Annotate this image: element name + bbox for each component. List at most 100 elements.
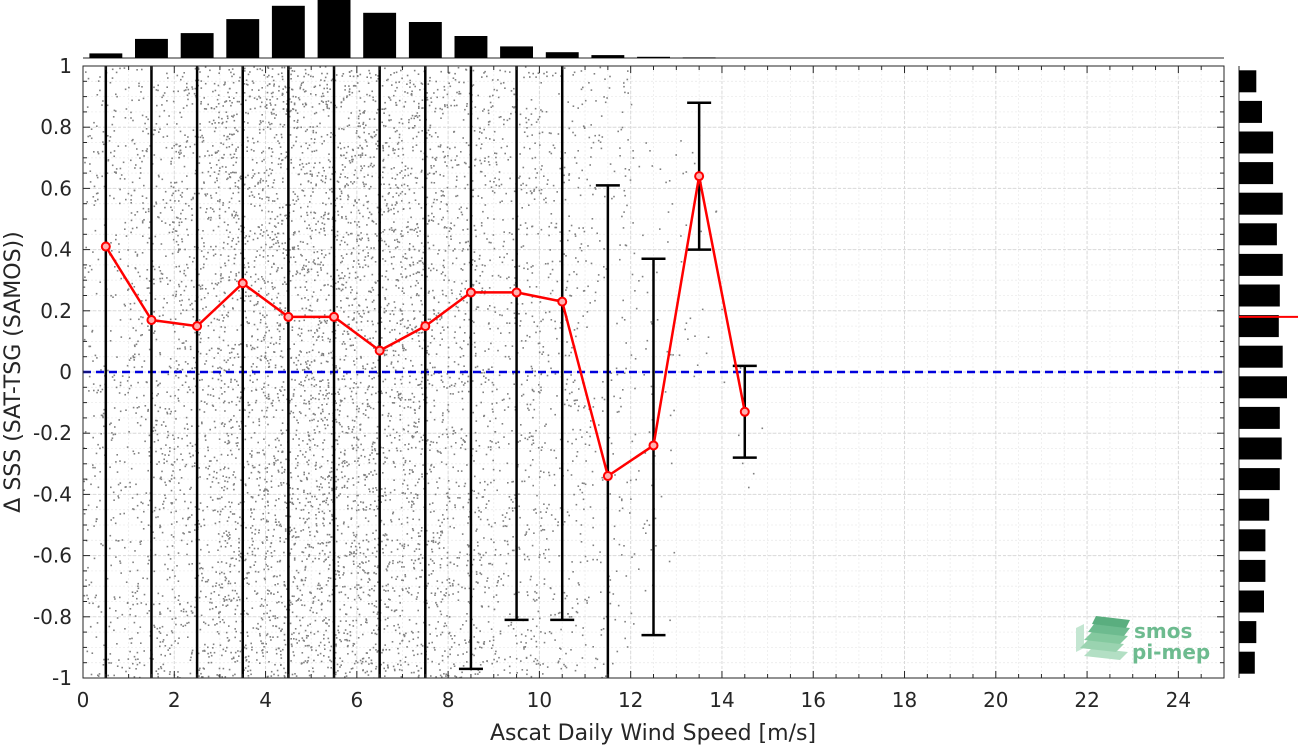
scatter-point <box>312 600 315 603</box>
scatter-point <box>290 410 292 413</box>
scatter-point <box>109 534 112 537</box>
scatter-point <box>182 309 184 311</box>
scatter-point <box>227 236 230 238</box>
scatter-point <box>397 155 400 157</box>
scatter-point <box>222 121 224 124</box>
scatter-point <box>283 66 286 69</box>
scatter-point <box>93 185 96 188</box>
scatter-point <box>268 463 271 465</box>
scatter-point <box>213 329 215 332</box>
scatter-point <box>129 613 131 616</box>
scatter-point <box>375 556 377 558</box>
scatter-point <box>342 586 344 588</box>
scatter-point <box>306 558 308 560</box>
scatter-point <box>148 329 150 331</box>
scatter-point <box>363 110 366 112</box>
scatter-point <box>317 507 320 510</box>
scatter-point <box>178 151 180 154</box>
scatter-point <box>225 631 228 634</box>
scatter-point <box>155 123 158 125</box>
scatter-point <box>335 321 337 324</box>
scatter-point <box>245 235 247 237</box>
scatter-point <box>199 136 202 139</box>
scatter-point <box>125 235 128 237</box>
scatter-point <box>226 604 229 606</box>
scatter-point <box>340 105 342 108</box>
scatter-point <box>346 243 349 246</box>
scatter-point <box>161 277 164 280</box>
scatter-point <box>111 123 114 126</box>
scatter-point <box>273 457 276 460</box>
scatter-point <box>359 266 361 268</box>
scatter-point <box>264 599 266 601</box>
scatter-point <box>288 599 291 602</box>
scatter-point <box>101 388 104 391</box>
scatter-point <box>303 194 306 197</box>
scatter-point <box>295 96 297 98</box>
scatter-point <box>127 249 129 251</box>
scatter-point <box>272 108 275 111</box>
scatter-point <box>148 610 151 612</box>
scatter-point <box>341 127 343 130</box>
scatter-point <box>303 105 306 108</box>
scatter-point <box>161 273 164 275</box>
scatter-point <box>164 497 167 499</box>
scatter-point <box>115 610 117 612</box>
scatter-point <box>191 425 193 427</box>
scatter-point <box>399 323 402 325</box>
scatter-point <box>87 271 90 273</box>
scatter-point <box>355 392 358 395</box>
scatter-point <box>181 240 184 243</box>
scatter-point <box>377 611 379 614</box>
scatter-point <box>364 392 367 394</box>
scatter-point <box>305 104 307 106</box>
scatter-point <box>300 578 303 581</box>
scatter-point <box>295 638 298 641</box>
scatter-point <box>224 292 226 295</box>
scatter-point <box>237 191 240 194</box>
scatter-point <box>222 604 224 606</box>
scatter-point <box>251 646 253 649</box>
scatter-point <box>373 509 375 511</box>
scatter-point <box>120 572 122 574</box>
scatter-point <box>222 339 225 342</box>
scatter-point <box>293 343 295 345</box>
scatter-point <box>120 336 123 338</box>
scatter-point <box>263 577 266 580</box>
scatter-point <box>194 385 197 388</box>
scatter-point <box>315 464 317 466</box>
scatter-point <box>232 674 234 677</box>
scatter-point <box>371 256 374 259</box>
scatter-point <box>370 213 373 215</box>
scatter-point <box>370 185 372 188</box>
scatter-point <box>285 502 288 504</box>
scatter-point <box>225 171 227 173</box>
scatter-point <box>362 657 365 660</box>
scatter-point <box>342 99 345 101</box>
scatter-point <box>271 95 274 98</box>
scatter-point <box>336 525 339 527</box>
scatter-point <box>340 591 343 593</box>
scatter-point <box>328 492 330 494</box>
scatter-point <box>312 343 315 346</box>
scatter-point <box>338 435 340 438</box>
scatter-point <box>268 196 270 199</box>
scatter-point <box>222 304 225 307</box>
scatter-point <box>122 161 125 164</box>
scatter-point <box>91 331 93 333</box>
scatter-point <box>298 327 300 330</box>
scatter-point <box>112 491 115 494</box>
scatter-point <box>101 414 104 417</box>
scatter-point <box>325 389 327 392</box>
scatter-point <box>339 195 342 197</box>
scatter-point <box>217 159 220 162</box>
scatter-point <box>350 112 352 114</box>
scatter-point <box>345 297 348 299</box>
scatter-point <box>334 282 337 285</box>
scatter-point <box>292 535 295 537</box>
scatter-point <box>346 415 349 418</box>
scatter-point <box>172 192 174 195</box>
scatter-point <box>216 459 218 462</box>
scatter-point <box>394 178 397 180</box>
scatter-point <box>124 546 126 549</box>
